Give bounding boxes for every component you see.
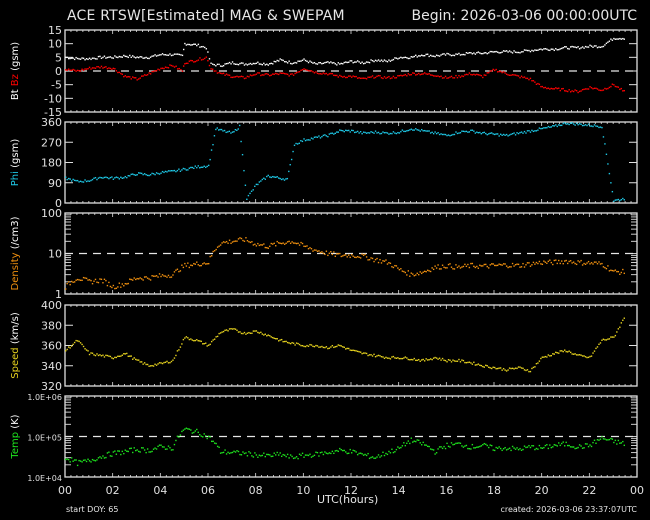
y-axis-label: Bt Bz (gsm) — [10, 42, 21, 100]
y-axis-label: Speed (km/s) — [10, 312, 21, 379]
created-timestamp: created: 2026-03-06 23:37:07UTC — [500, 505, 637, 514]
y-tick-label: 0 — [55, 197, 62, 210]
series-phi — [65, 122, 625, 202]
y-tick-label: -15 — [44, 106, 62, 119]
y-tick-label: 5 — [55, 51, 62, 64]
y-tick-label: -5 — [51, 79, 62, 92]
x-tick-label: 16 — [439, 484, 453, 497]
series-bz — [65, 56, 625, 94]
x-tick-label: 00 — [630, 484, 644, 497]
y-tick-label: 400 — [41, 299, 62, 312]
y-tick-label: 90 — [48, 177, 62, 190]
x-tick-label: 04 — [153, 484, 167, 497]
y-tick-label: 270 — [41, 136, 62, 149]
y-tick-label: 0 — [55, 65, 62, 78]
x-tick-label: 02 — [106, 484, 120, 497]
x-tick-label: 10 — [296, 484, 310, 497]
y-tick-label: 380 — [41, 319, 62, 332]
y-tick-label: 320 — [41, 380, 62, 393]
y-tick-label: 360 — [41, 340, 62, 353]
y-tick-label: 10 — [48, 248, 62, 261]
x-tick-label: 18 — [487, 484, 501, 497]
y-tick-label: -10 — [44, 92, 62, 105]
begin-timestamp: Begin: 2026-03-06 00:00:00UTC — [411, 8, 637, 24]
y-tick-label: 1.0E+04 — [27, 474, 62, 483]
y-tick-label: 180 — [41, 157, 62, 170]
chart-title: ACE RTSW[Estimated] MAG & SWEPAM — [67, 8, 345, 24]
y-tick-label: 340 — [41, 360, 62, 373]
x-tick-label: 08 — [249, 484, 263, 497]
y-axis-label: Phi (gsm) — [10, 139, 21, 187]
y-axis-label: Density (/cm3) — [10, 216, 21, 290]
y-tick-label: 1 — [55, 288, 62, 301]
y-tick-label: 15 — [48, 24, 62, 37]
series-speed — [65, 317, 625, 373]
y-tick-label: 10 — [48, 38, 62, 51]
y-tick-label: 100 — [41, 207, 62, 220]
y-axis-label: Temp (K) — [10, 414, 21, 459]
y-tick-label: 1.0E+06 — [27, 393, 62, 402]
x-tick-label: 00 — [58, 484, 72, 497]
x-axis-label: UTC(hours) — [317, 493, 379, 506]
x-tick-label: 22 — [582, 484, 596, 497]
start-doy: start DOY: 65 — [66, 505, 119, 514]
y-tick-label: 360 — [41, 116, 62, 129]
panel-frame — [64, 121, 638, 204]
x-tick-label: 06 — [201, 484, 215, 497]
x-tick-label: 12 — [344, 484, 358, 497]
series-temp — [65, 427, 625, 467]
series-bt — [65, 37, 625, 68]
x-tick-label: 20 — [535, 484, 549, 497]
series-density — [65, 237, 625, 290]
y-tick-label: 1.0E+05 — [27, 434, 62, 443]
panel-frame — [64, 304, 638, 387]
x-tick-label: 14 — [392, 484, 406, 497]
